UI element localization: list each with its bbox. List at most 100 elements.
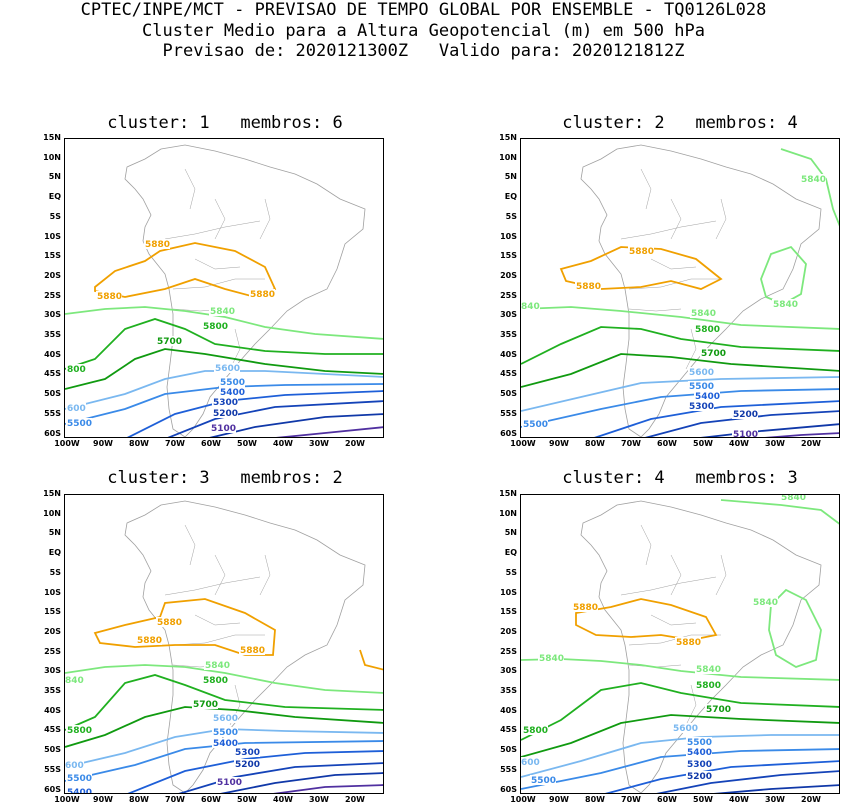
contour-label: 5400	[213, 739, 238, 749]
contour-label-bg	[530, 775, 556, 785]
contour-label-bg	[675, 637, 701, 647]
lat-tick-label: 5S	[505, 567, 517, 577]
country-border	[685, 328, 697, 370]
contour-label-bg	[144, 239, 170, 249]
lat-tick-label: 25S	[44, 646, 61, 656]
contour-label-bg	[234, 759, 260, 769]
lat-tick-label: 60S	[500, 784, 517, 794]
lon-tick-label: 50W	[693, 439, 713, 448]
contour-label: 5840	[210, 307, 235, 317]
lat-tick-label: 50S	[44, 745, 61, 755]
contour-line	[167, 400, 383, 437]
contour-label-bg	[732, 409, 758, 419]
contour-label-bg	[202, 675, 228, 685]
contour-label: 5600	[689, 368, 714, 378]
contour-label-bg	[65, 760, 84, 770]
contour-label-bg	[686, 759, 712, 769]
contour-line	[65, 706, 383, 748]
contour-line	[521, 682, 839, 741]
header-line-2: Cluster Medio para a Altura Geopotencial…	[142, 21, 705, 41]
contour-label-bg	[216, 777, 242, 787]
contour-label: 5800	[203, 676, 228, 686]
country-border	[214, 554, 226, 596]
lon-tick-label: 80W	[129, 439, 149, 448]
contour-label: 5840	[691, 309, 716, 319]
contour-line	[780, 148, 839, 227]
contour-label-bg	[521, 301, 540, 311]
contour-line	[713, 784, 839, 793]
contour-label: 5880	[137, 636, 162, 646]
lat-tick-label: 15N	[499, 133, 517, 142]
contour-label-bg	[572, 602, 598, 612]
contour-label-bg	[212, 397, 238, 407]
contour-line	[521, 748, 839, 790]
contour-label: 5840	[205, 661, 230, 671]
contour-label: 5400	[67, 788, 92, 794]
contour-label: 5500	[213, 728, 238, 738]
contour-label: 5700	[701, 349, 726, 359]
country-border	[670, 198, 682, 240]
country-border	[259, 198, 271, 240]
contour-label: 840	[521, 302, 540, 312]
country-border	[640, 168, 652, 210]
contour-line	[65, 740, 383, 782]
lat-tick-label: 15N	[43, 133, 61, 142]
contour-label-bg	[686, 737, 712, 747]
lon-tick-label: 70W	[621, 439, 641, 448]
lat-tick-label: 60S	[44, 428, 61, 438]
contour-label: 840	[65, 676, 84, 686]
lat-tick-label: 10S	[44, 231, 61, 241]
lon-tick-label: 60W	[201, 439, 221, 448]
lat-tick-label: 40S	[44, 349, 61, 359]
contour-label-bg	[732, 429, 758, 437]
contour-label: 800	[67, 365, 86, 375]
contour-label: 5300	[213, 398, 238, 408]
lat-tick-label: 10N	[499, 152, 517, 162]
contour-label: 5600	[673, 724, 698, 734]
lon-tick-label: 100W	[510, 795, 536, 804]
contour-line	[65, 674, 383, 731]
contour-line	[760, 245, 807, 305]
lat-tick-label: 60S	[500, 428, 517, 438]
contour-label: 5200	[235, 760, 260, 770]
country-border	[184, 524, 196, 566]
lon-tick-label: 30W	[309, 795, 329, 804]
contour-label-bg	[66, 403, 86, 413]
header-line-3: Previsao de: 2020121300Z Valido para: 20…	[162, 41, 685, 61]
contour-line	[359, 649, 383, 671]
lat-tick-label: 10S	[500, 231, 517, 241]
contour-line	[220, 772, 383, 793]
contour-label-bg	[209, 306, 235, 316]
contour-label-bg	[66, 418, 92, 428]
lat-tick-label: 50S	[500, 745, 517, 755]
lon-tick-label: 70W	[165, 439, 185, 448]
lat-tick-label: 55S	[500, 408, 517, 418]
lat-tick-label: 15S	[44, 607, 61, 617]
lon-tick-label: 50W	[237, 439, 257, 448]
contour-label-bg	[66, 773, 92, 783]
lat-tick-label: 15N	[43, 489, 61, 498]
country-border	[650, 258, 697, 270]
contour-label: 5800	[203, 322, 228, 332]
contour-label-bg	[212, 408, 238, 418]
lat-tick-label: 55S	[44, 764, 61, 774]
lat-tick-label: 45S	[500, 369, 517, 379]
contour-label-bg	[672, 723, 698, 733]
contour-label-bg	[695, 664, 721, 674]
contour-line	[65, 306, 383, 340]
country-border	[628, 308, 682, 312]
contour-label: 5500	[523, 420, 548, 430]
lat-tick-label: 5N	[48, 528, 61, 538]
country-border	[685, 684, 697, 726]
lon-tick-label: 90W	[93, 439, 113, 448]
country-border	[214, 198, 226, 240]
contour-label-bg	[249, 289, 275, 299]
contour-label: 600	[65, 761, 84, 771]
lon-tick-label: 80W	[585, 439, 605, 448]
contour-label: 5100	[217, 778, 242, 788]
contour-label: 5800	[695, 325, 720, 335]
lon-tick-label: 30W	[765, 439, 785, 448]
country-border	[715, 554, 727, 596]
contour-label: 5880	[629, 247, 654, 257]
contour-label-bg	[688, 401, 714, 411]
